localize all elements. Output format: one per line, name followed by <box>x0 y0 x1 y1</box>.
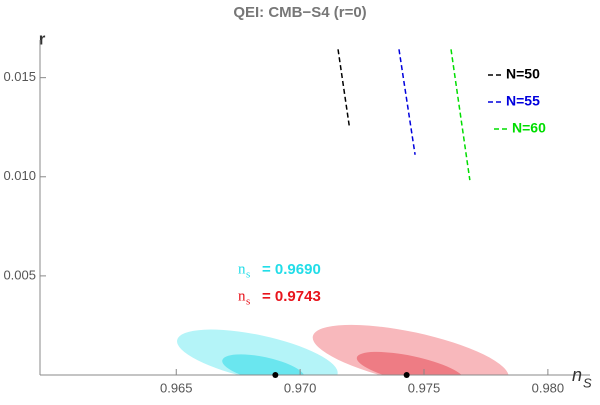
fiducial-point <box>403 372 410 378</box>
regions <box>177 324 509 375</box>
confidence-region-inner <box>356 351 465 375</box>
x-axis-label-sub: S <box>583 375 592 390</box>
annotation-sub: s <box>246 296 250 308</box>
legend-label: N=55 <box>506 93 540 109</box>
y-tick-label: 0.015 <box>3 69 36 84</box>
x-tick-label: 0.970 <box>284 380 317 395</box>
annotation-sub: s <box>246 269 250 281</box>
x-tick-label: 0.980 <box>532 380 565 395</box>
legend-label: N=50 <box>506 66 540 82</box>
annotation-value: = 0.9743 <box>262 288 321 305</box>
annotation-n: n <box>238 261 246 277</box>
y-tick-label: 0.005 <box>3 267 36 282</box>
series-line <box>398 49 416 155</box>
x-tick-label: 0.965 <box>160 380 193 395</box>
annotation-value: = 0.9690 <box>262 261 321 278</box>
series-line <box>450 49 471 181</box>
x-tick-label: 0.975 <box>408 380 441 395</box>
series-line <box>337 49 350 126</box>
y-tick-label: 0.010 <box>3 168 36 183</box>
legend-label: N=60 <box>512 120 546 136</box>
fiducial-point <box>272 372 279 378</box>
y-axis-label: r <box>39 29 46 48</box>
x-axis-label: n <box>572 365 582 385</box>
confidence-region-inner <box>222 354 305 375</box>
annotation-n: n <box>238 288 246 304</box>
chart-title: QEI: CMB−S4 (r=0) <box>233 4 366 21</box>
